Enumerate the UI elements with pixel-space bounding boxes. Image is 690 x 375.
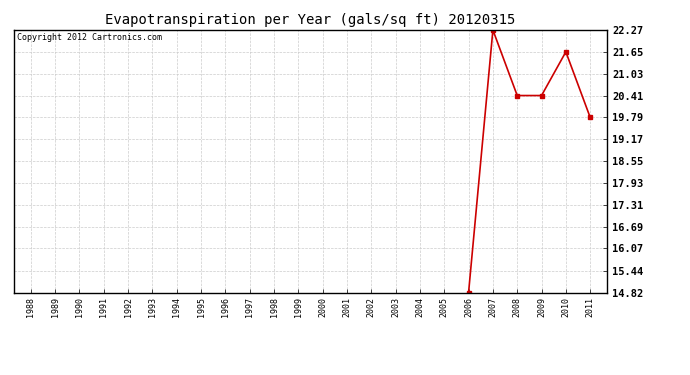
- Title: Evapotranspiration per Year (gals/sq ft) 20120315: Evapotranspiration per Year (gals/sq ft)…: [106, 13, 515, 27]
- Text: Copyright 2012 Cartronics.com: Copyright 2012 Cartronics.com: [17, 33, 161, 42]
